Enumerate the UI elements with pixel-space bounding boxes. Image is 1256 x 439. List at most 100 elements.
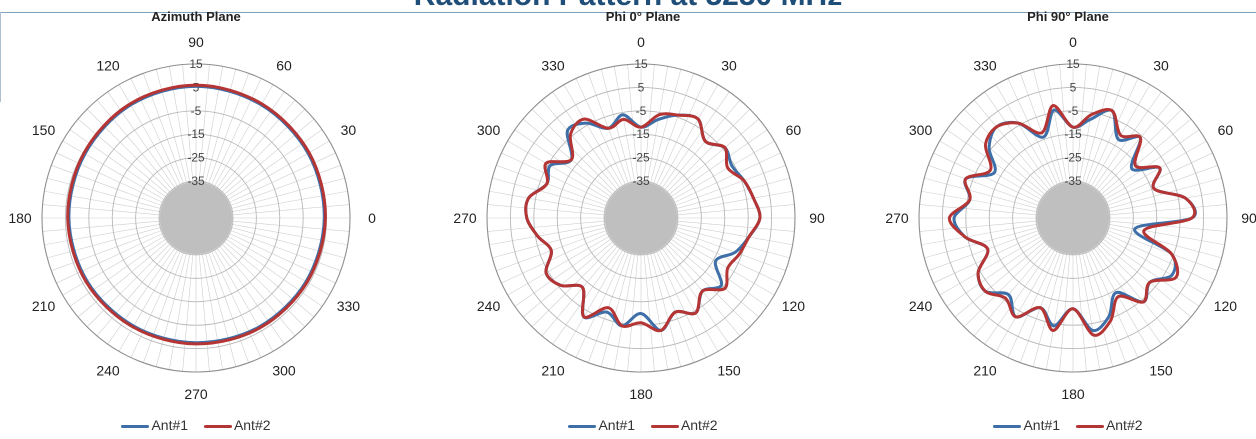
- angle-tick-label: 300: [909, 122, 933, 138]
- grid-spoke: [1109, 220, 1227, 232]
- grid-spoke: [954, 118, 1045, 195]
- grid-spoke: [669, 241, 760, 318]
- frame-edge: [0, 12, 1, 102]
- grid-spoke: [664, 99, 741, 190]
- legend-swatch-ant2: [203, 424, 232, 428]
- grid-spoke: [627, 254, 639, 372]
- grid-spoke: [507, 236, 610, 296]
- grid-spoke: [496, 165, 607, 206]
- legend: Ant#1 Ant#2: [457, 417, 829, 433]
- grid-spoke: [995, 249, 1055, 352]
- angle-tick-label: 180: [1061, 386, 1085, 402]
- grid-spoke: [230, 230, 341, 271]
- grid-spoke: [231, 177, 345, 209]
- legend-item-ant1: Ant#1: [568, 417, 635, 433]
- phi0-plane-panel: Phi 0° Plane 15 5 -5 -15 -25 -35 0 30 60 90 120 150…: [453, 0, 829, 439]
- legend-label-ant2: Ant#2: [233, 417, 271, 433]
- grid-spoke: [924, 177, 1038, 209]
- grid-spoke: [656, 78, 707, 185]
- grid-ring: [88, 110, 304, 326]
- grid-spoke: [575, 251, 626, 358]
- grid-spoke: [1020, 73, 1061, 184]
- angle-tick-label: 60: [786, 122, 802, 138]
- radial-tick-label: 5: [638, 80, 645, 94]
- radial-tick-label: 15: [1066, 57, 1080, 71]
- grid-spoke: [674, 152, 781, 203]
- grid-spoke: [675, 165, 786, 206]
- grid-spoke: [107, 91, 176, 188]
- grid-spoke: [552, 91, 621, 188]
- grid-spoke: [211, 78, 262, 185]
- radial-tick-label: -25: [1064, 151, 1082, 165]
- polar-chart-phi0: 15 5 -5 -15 -25 -35 0 30 60 90 120 150 180 210 240 270 3…: [453, 34, 825, 402]
- grid-spoke: [205, 253, 237, 367]
- grid-spoke: [674, 233, 781, 284]
- grid-spoke: [143, 73, 184, 184]
- grid-spoke: [168, 254, 190, 370]
- radial-tick-label: -5: [636, 104, 647, 118]
- angle-tick-label: 30: [341, 122, 357, 138]
- grid-ring: [41, 63, 351, 373]
- grid-spoke: [198, 254, 210, 372]
- grid-spoke: [130, 251, 181, 358]
- grid-spoke: [650, 69, 682, 183]
- grid-spoke: [47, 177, 161, 209]
- grid-spoke: [1091, 249, 1151, 352]
- radial-tick-label: -15: [1064, 127, 1082, 141]
- angle-tick-label: 90: [1241, 210, 1256, 226]
- radial-tick-label: -15: [632, 127, 650, 141]
- grid-spoke: [1109, 190, 1225, 212]
- center-hub: [604, 181, 678, 255]
- grid-spoke: [973, 246, 1050, 337]
- radial-tick-label: -35: [632, 174, 650, 188]
- grid-spoke: [501, 152, 608, 203]
- grid-spoke: [489, 224, 605, 246]
- grid-spoke: [44, 224, 160, 246]
- grid-spoke: [954, 241, 1045, 318]
- grid-spoke: [661, 91, 730, 188]
- grid-spoke: [1106, 233, 1213, 284]
- angle-tick-label: 270: [184, 386, 208, 402]
- main-title: Radiation Pattern at 5250 MHz: [0, 0, 1256, 11]
- grid-spoke: [933, 152, 1040, 203]
- angle-tick-label: 270: [885, 210, 909, 226]
- grid-spoke: [231, 227, 345, 259]
- grid-spoke: [1108, 227, 1222, 259]
- legend-swatch-ant2: [650, 424, 679, 428]
- grid-spoke: [232, 204, 350, 216]
- grid-spoke: [42, 220, 160, 232]
- grid-spoke: [56, 233, 163, 284]
- grid-spoke: [211, 251, 262, 358]
- center-hub: [159, 181, 233, 255]
- grid-spoke: [507, 140, 610, 200]
- grid-spoke: [77, 241, 168, 318]
- grid-spoke: [1032, 253, 1064, 367]
- angle-tick-label: 300: [477, 122, 501, 138]
- grid-spoke: [613, 254, 635, 370]
- radial-tick-label: -25: [632, 151, 650, 165]
- legend-label-ant1: Ant#1: [1023, 417, 1061, 433]
- grid-spoke: [501, 233, 608, 284]
- angle-tick-label: 330: [337, 298, 361, 314]
- grid-spoke: [1045, 254, 1067, 370]
- grid-spoke: [921, 224, 1037, 246]
- angle-tick-label: 210: [973, 362, 997, 378]
- grid-spoke: [47, 227, 161, 259]
- grid-spoke: [676, 177, 790, 209]
- grid-spoke: [214, 84, 274, 187]
- grid-spoke: [1085, 73, 1126, 184]
- grid-spoke: [155, 69, 187, 183]
- grid-spoke: [155, 253, 187, 367]
- grid-spoke: [86, 108, 171, 193]
- grid-spoke: [659, 249, 719, 352]
- grid-spoke: [1106, 152, 1213, 203]
- grid-spoke: [51, 165, 162, 206]
- angle-tick-label: 30: [721, 58, 737, 74]
- grid-spoke: [1104, 236, 1207, 296]
- grid-spoke: [669, 118, 760, 195]
- grid-spoke: [661, 248, 730, 345]
- grid-spoke: [1088, 78, 1139, 185]
- polar-chart-phi90: 15 5 -5 -15 -25 -35 0 30 60 90 120 150 180 210 240 270 3…: [885, 34, 1256, 402]
- grid-spoke: [946, 238, 1043, 307]
- grid-spoke: [487, 220, 605, 232]
